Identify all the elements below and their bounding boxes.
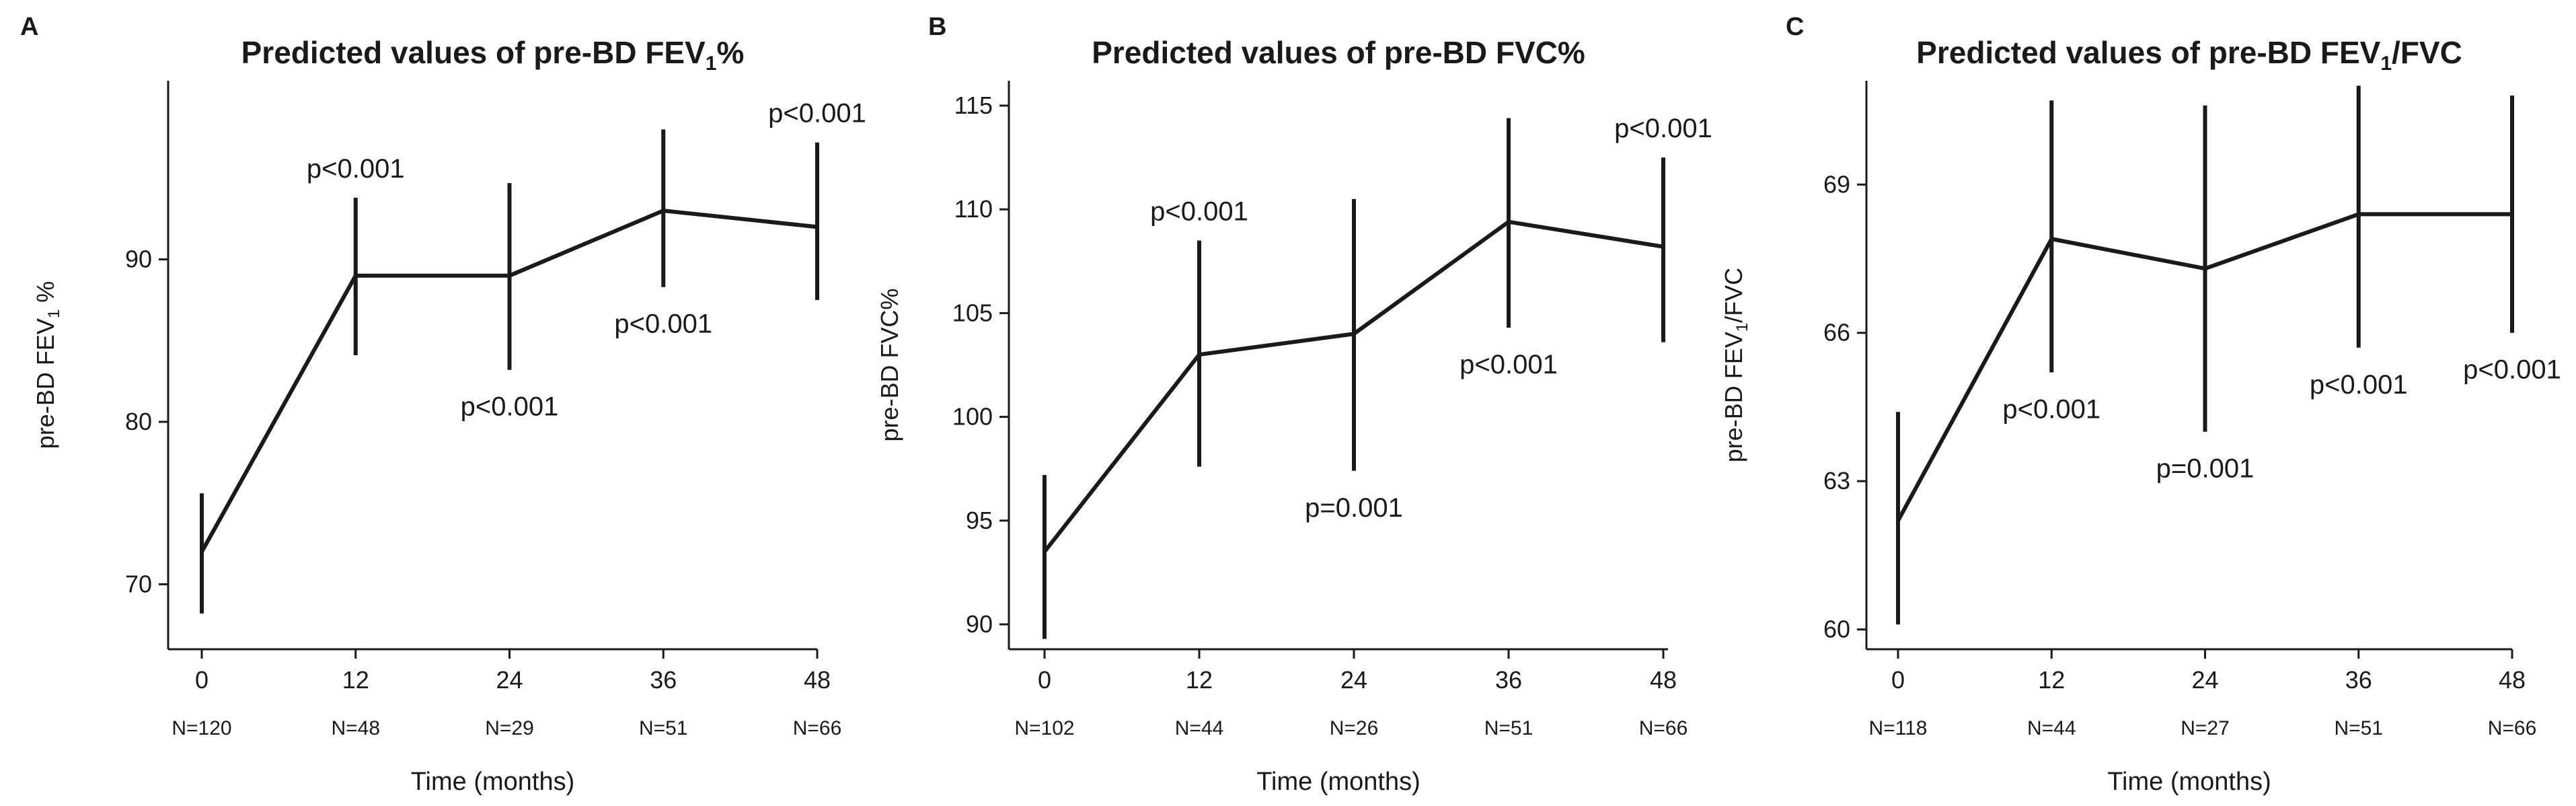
y-axis-label-text: pre-BD FEV xyxy=(1720,332,1747,462)
sample-size-label: N=26 xyxy=(1330,717,1379,739)
chart-title-suffix: % xyxy=(716,35,744,70)
p-value-annotation: p<0.001 xyxy=(1460,350,1558,379)
y-axis-label: pre-BD FEV1 % xyxy=(32,281,63,449)
y-tick-label: 69 xyxy=(1823,170,1850,198)
chart-title: Predicted values of pre-BD FVC% xyxy=(1092,35,1585,70)
p-value-annotation: p<0.001 xyxy=(768,99,866,129)
panel-label: C xyxy=(1786,13,1804,41)
sample-size-label: N=44 xyxy=(2027,717,2076,739)
sample-size-label: N=44 xyxy=(1175,717,1224,739)
chart-title-subscript: 1 xyxy=(2380,52,2392,75)
p-value-annotation: p=0.001 xyxy=(1305,493,1403,523)
p-value-annotation: p<0.001 xyxy=(2310,370,2408,400)
x-tick-label: 48 xyxy=(2499,666,2526,694)
chart-title: Predicted values of pre-BD FEV1/FVC xyxy=(1916,35,2462,75)
chart-title-text: Predicted values of pre-BD FVC% xyxy=(1092,35,1585,70)
p-value-annotation: p<0.001 xyxy=(1614,114,1712,143)
panel-label: B xyxy=(928,13,946,41)
series-line xyxy=(200,209,818,553)
x-tick-label: 0 xyxy=(1891,666,1905,694)
chart-title: Predicted values of pre-BD FEV1% xyxy=(241,35,745,75)
y-tick-label: 60 xyxy=(1823,616,1850,643)
chart-title-suffix: /FVC xyxy=(2392,35,2462,70)
x-axis-label: Time (months) xyxy=(2107,768,2271,796)
x-axis-label: Time (months) xyxy=(411,768,575,796)
y-axis-label-subscript: 1 xyxy=(45,309,63,318)
y-tick-label: 70 xyxy=(125,570,152,597)
y-tick-label: 90 xyxy=(125,246,152,273)
sample-size-label: N=51 xyxy=(1484,717,1533,739)
y-tick-label: 100 xyxy=(952,403,993,431)
x-tick-label: 24 xyxy=(496,666,523,694)
series-line xyxy=(1043,219,1664,553)
y-tick-label: 80 xyxy=(125,408,152,435)
chart-title-text: Predicted values of pre-BD FEV xyxy=(1916,35,2380,70)
sample-size-label: N=118 xyxy=(1868,717,1927,739)
y-axis-label-text: pre-BD FVC% xyxy=(876,288,903,441)
y-tick-label: 115 xyxy=(954,91,993,119)
x-tick-label: 36 xyxy=(1495,666,1522,694)
x-tick-label: 12 xyxy=(2038,666,2065,694)
sample-size-label: N=51 xyxy=(639,717,688,739)
chart-title-subscript: 1 xyxy=(706,52,717,75)
x-tick-label: 0 xyxy=(1038,666,1051,694)
x-tick-label: 48 xyxy=(804,666,831,694)
x-tick-label: 24 xyxy=(1340,666,1367,694)
y-tick-label: 90 xyxy=(966,610,993,638)
y-axis-label-suffix: % xyxy=(32,281,59,309)
series-line xyxy=(1896,212,2512,522)
sample-size-label: N=102 xyxy=(1014,717,1074,739)
x-tick-label: 48 xyxy=(1650,666,1677,694)
y-tick-label: 110 xyxy=(954,195,993,223)
y-tick-label: 105 xyxy=(952,299,993,326)
x-tick-label: 0 xyxy=(195,666,209,694)
y-tick-label: 95 xyxy=(966,507,993,534)
x-tick-label: 12 xyxy=(342,666,369,694)
y-axis-label-subscript: 1 xyxy=(1733,323,1751,332)
p-value-annotation: p<0.001 xyxy=(307,154,405,184)
sample-size-label: N=51 xyxy=(2334,717,2383,739)
x-tick-label: 36 xyxy=(2345,666,2372,694)
y-axis-label: pre-BD FVC% xyxy=(876,288,903,441)
chart-title-text: Predicted values of pre-BD FEV xyxy=(241,35,706,70)
y-tick-label: 63 xyxy=(1823,467,1850,494)
y-tick-label: 66 xyxy=(1823,319,1850,346)
sample-size-label: N=120 xyxy=(172,717,231,739)
x-tick-label: 24 xyxy=(2191,666,2218,694)
sample-size-label: N=66 xyxy=(1639,717,1688,739)
sample-size-label: N=48 xyxy=(331,717,380,739)
p-value-annotation: p=0.001 xyxy=(2156,454,2255,484)
p-value-annotation: p<0.001 xyxy=(2463,355,2561,385)
sample-size-label: N=27 xyxy=(2181,717,2230,739)
p-value-annotation: p<0.001 xyxy=(614,309,712,339)
sample-size-label: N=29 xyxy=(485,717,534,739)
panel-label: A xyxy=(20,13,38,41)
x-axis-label: Time (months) xyxy=(1256,768,1420,796)
y-axis-label-text: pre-BD FEV xyxy=(32,318,59,449)
p-value-annotation: p<0.001 xyxy=(461,392,559,422)
y-axis-label: pre-BD FEV1/FVC xyxy=(1720,268,1751,462)
sample-size-label: N=66 xyxy=(793,717,842,739)
x-tick-label: 12 xyxy=(1186,666,1213,694)
p-value-annotation: p<0.001 xyxy=(2002,395,2100,425)
panel-b: B Predicted values of pre-BD FVC% 90 95 100 1… xyxy=(876,13,1712,796)
sample-size-label: N=66 xyxy=(2488,717,2537,739)
y-axis-label-suffix: /FVC xyxy=(1720,268,1747,323)
p-value-annotation: p<0.001 xyxy=(1150,196,1248,226)
x-tick-label: 36 xyxy=(650,666,677,694)
